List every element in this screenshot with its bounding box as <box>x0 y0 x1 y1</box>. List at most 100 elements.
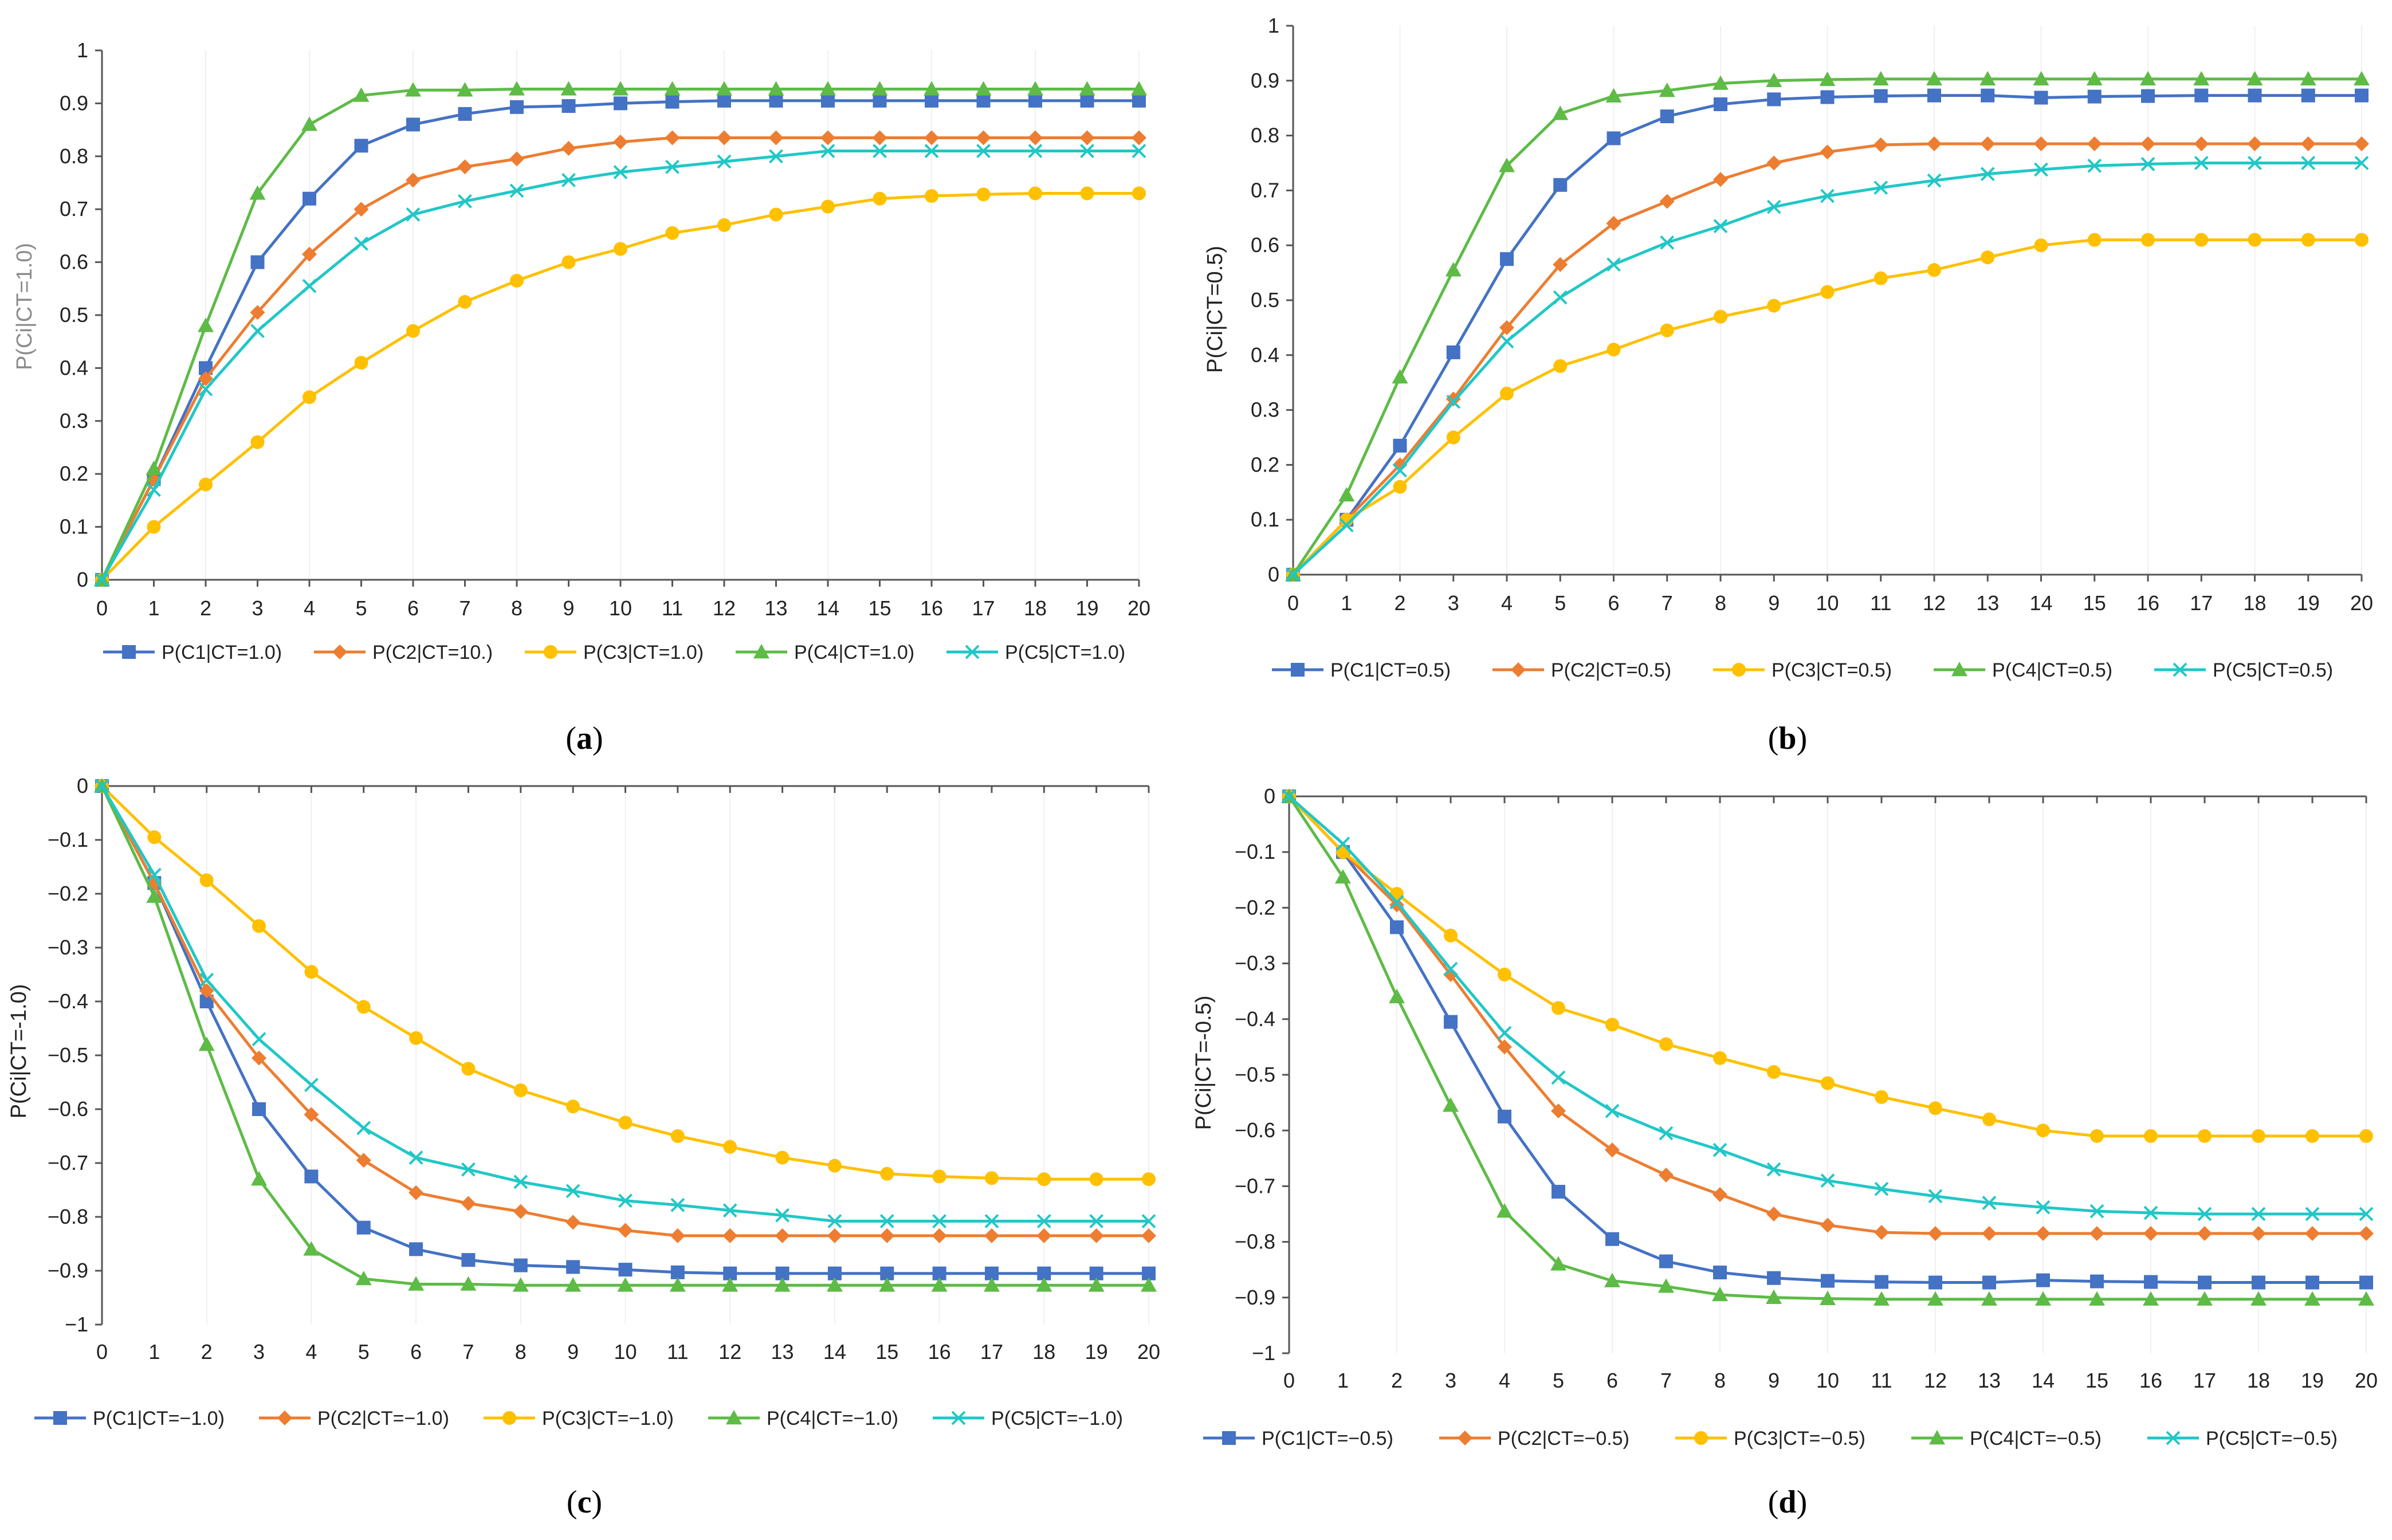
point-C5-marker cross-x-icon <box>717 154 732 169</box>
point-C2-marker diamond-icon <box>1079 130 1095 146</box>
point-C3-marker circle-icon <box>2198 1129 2212 1143</box>
point-C1-marker square-icon <box>1028 93 1042 108</box>
legend-label: P(C4|CT=−1.0) <box>767 1408 898 1429</box>
x-tick-label: 15 <box>868 596 891 620</box>
point-C4-marker triangle-icon <box>2089 1291 2105 1306</box>
y-tick-label: −0.7 <box>1235 1174 1275 1197</box>
x-tick-label: 7 <box>1662 591 1673 615</box>
point-C2-marker diamond-icon <box>2359 1226 2374 1242</box>
point-C4-marker triangle-icon <box>146 888 163 903</box>
point-C2-marker diamond-icon <box>1713 172 1728 187</box>
x-tick-label: 14 <box>2029 591 2052 615</box>
point-C3-marker circle-icon <box>2034 238 2048 253</box>
y-tick-label: −0.6 <box>1235 1118 1275 1142</box>
point-C2-marker diamond-icon <box>984 1228 999 1243</box>
x-tick-label: 19 <box>1085 1340 1108 1364</box>
legend: P(C1|CT=−1.0) P(C2|CT=−1.0) P(C3|CT=−1.0) P… <box>34 1408 1123 1429</box>
point-C2-marker diamond-icon <box>1132 130 1146 146</box>
point-C3-marker circle-icon <box>1714 309 1727 324</box>
x-tick-label: 10 <box>614 1340 637 1364</box>
x-tick-label: 18 <box>2247 1369 2270 1392</box>
y-tick-label: 0.6 <box>1251 233 1279 257</box>
point-C1-marker square-icon <box>769 93 783 108</box>
point-C5-marker cross-x-icon <box>1089 1214 1104 1228</box>
point-C3-marker circle-icon <box>925 189 938 203</box>
series-C1 <box>1282 789 2373 1290</box>
point-C3-marker circle-icon <box>618 1115 633 1130</box>
x-tick-label: 5 <box>355 596 367 620</box>
point-C2-marker diamond-icon <box>561 140 576 156</box>
point-C5-marker cross-x-icon <box>1080 144 1094 158</box>
x-tick-label: 7 <box>459 596 470 620</box>
legend-item-C3: P(C3|CT=0.5) <box>1713 659 1892 681</box>
y-tick-label: 0.3 <box>60 409 88 433</box>
legend-label: P(C1|CT=0.5) <box>1330 659 1451 681</box>
point-C3-marker circle-icon <box>2087 233 2102 247</box>
point-C1-marker square-icon <box>2248 88 2262 103</box>
point-C2-marker diamond-icon <box>722 1228 738 1243</box>
chart-panel-a: 00.10.20.30.40.50.60.70.80.910 1 2 3 4 5 6 7 8 9 1… <box>13 38 1150 756</box>
point-C2-marker diamond-icon <box>1141 1228 1156 1243</box>
x-tick-label: 0 <box>1287 591 1299 615</box>
y-tick-label: −0.8 <box>1235 1230 1275 1254</box>
point-C3-marker circle-icon <box>2036 1123 2050 1138</box>
point-C1-marker square-icon <box>1080 93 1094 108</box>
point-C2-marker diamond-icon <box>2197 1226 2212 1242</box>
point-C5-marker cross-x-icon <box>1659 1126 1674 1141</box>
point-C2-marker diamond-icon <box>1659 194 1675 209</box>
point-C1-marker square-icon <box>1767 92 1781 107</box>
legend-label: P(C1|CT=−1.0) <box>93 1408 225 1429</box>
point-C2-marker diamond-icon <box>872 130 887 146</box>
point-C5-marker cross-x-icon <box>2354 156 2369 170</box>
point-C5-marker cross-x-icon <box>769 149 783 164</box>
legend-label: P(C3|CT=−0.5) <box>1734 1428 1865 1449</box>
point-C4-marker triangle-icon <box>1497 1203 1513 1218</box>
y-tick-label: −0.8 <box>48 1205 88 1228</box>
legend-item-C4: P(C4|CT=−0.5) <box>1911 1428 2102 1449</box>
point-C2-marker diamond-icon <box>2300 136 2316 151</box>
y-tick-label: −0.2 <box>1235 895 1275 919</box>
point-C4-marker triangle-icon <box>871 81 888 96</box>
point-C2-marker diamond-icon <box>613 134 628 150</box>
point-C5-marker cross-x-icon <box>1497 1026 1512 1040</box>
point-C1-marker square-icon <box>1132 93 1146 108</box>
y-tick-label: 0.3 <box>1251 398 1279 422</box>
point-C5-marker cross-x-icon <box>565 1184 580 1199</box>
point-C5-marker cross-x-icon <box>147 482 161 497</box>
point-C3-marker circle-icon <box>1767 1065 1781 1079</box>
legend-item-C5: P(C5|CT=0.5) <box>2154 659 2333 681</box>
point-C5-marker cross-x-icon <box>827 1214 842 1228</box>
legend-C3-marker circle-icon <box>502 1411 516 1425</box>
point-C1-marker square-icon <box>2194 88 2209 103</box>
axes: 00.10.20.30.40.50.60.70.80.910 1 2 3 4 5 6 7 8 9 1… <box>1251 14 2373 615</box>
x-tick-label: 2 <box>1391 1369 1403 1392</box>
point-C4-marker triangle-icon <box>2193 70 2210 86</box>
point-C4-marker triangle-icon <box>251 1171 268 1186</box>
x-tick-label: 2 <box>200 596 211 620</box>
point-C1-marker square-icon <box>1821 1274 1835 1288</box>
legend-label: P(C5|CT=1.0) <box>1005 642 1125 663</box>
x-tick-label: 9 <box>563 596 574 620</box>
point-C2-marker diamond-icon <box>1873 137 1888 152</box>
point-C1-marker square-icon <box>2141 89 2155 103</box>
point-C5-marker cross-x-icon <box>1980 167 1995 182</box>
series-C5 <box>95 144 1146 587</box>
point-C1-marker square-icon <box>665 95 679 109</box>
point-C5-marker cross-x-icon <box>1713 219 1728 234</box>
legend-C1-marker square-icon <box>122 645 136 659</box>
x-tick-label: 17 <box>972 596 995 620</box>
legend-label: P(C4|CT=−0.5) <box>1970 1428 2102 1449</box>
point-C3-marker circle-icon <box>1498 968 1511 982</box>
legend-label: P(C2|CT=−0.5) <box>1498 1428 1629 1449</box>
point-C1-marker square-icon <box>1446 345 1460 360</box>
point-C4-marker triangle-icon <box>1981 1291 1997 1306</box>
y-tick-label: 0.2 <box>60 462 88 485</box>
point-C2-marker diamond-icon <box>457 159 473 175</box>
point-C2-marker diamond-icon <box>1606 215 1621 231</box>
point-C3-marker circle-icon <box>821 199 835 214</box>
point-C3-marker circle-icon <box>2252 1129 2265 1143</box>
y-tick-label: 0 <box>1268 563 1279 586</box>
point-C3-marker circle-icon <box>1767 298 1781 313</box>
point-C4-marker triangle-icon <box>1443 1097 1459 1112</box>
y-tick-label: 0.1 <box>1251 508 1279 531</box>
